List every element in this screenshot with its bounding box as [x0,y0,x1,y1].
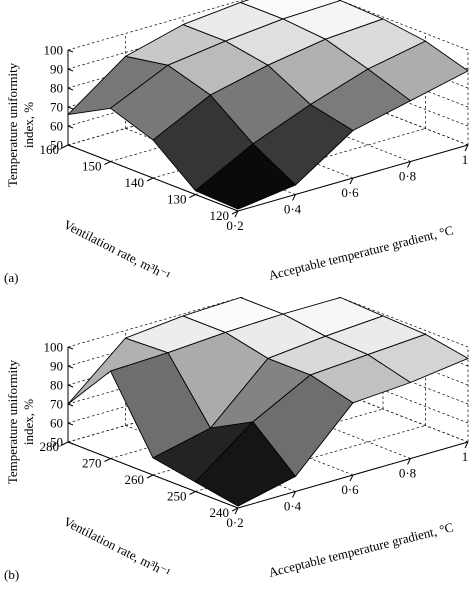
z-tick [67,68,74,72]
y-tick-label: 270 [82,456,102,471]
y-tick-label: 280 [40,439,60,454]
y-tick-label: 260 [125,472,145,487]
surface-patch [367,40,469,102]
z-tick [67,106,74,110]
x-tick-label: 0·8 [399,169,416,184]
y-tick [104,458,111,462]
x-tick-label: 1 [462,449,469,464]
y-tick-label: 150 [82,159,102,174]
z-tick [67,49,74,53]
z-axis-label-line2: index, % [21,102,36,148]
y-axis-label: Ventilation rate, m³h⁻¹ [61,514,173,581]
y-tick-label: 240 [210,505,230,520]
y-tick-label: 140 [125,175,145,190]
z-tick-label: 60 [50,119,63,134]
tick-labels: 50 60 70 80 90 100 0·2 0·4 0·6 0·8 1 240 250 260 270 28… [40,340,469,531]
y-tick [189,194,196,198]
y-axis-label: Ventilation rate, m³h⁻¹ [61,217,173,284]
surface-chart-b: 50 60 70 80 90 100 0·2 0·4 0·6 0·8 1 240 250 260 270 28… [4,297,469,582]
grid-line [338,0,469,51]
z-tick [67,403,74,407]
x-axis-label: Acceptable temperature gradient, °C [267,222,455,283]
z-tick-label: 50 [50,138,63,153]
z-axis-label-line1: Temperature uniformity [5,62,20,187]
surface [67,0,469,210]
z-tick-label: 100 [44,340,64,355]
x-tick-label: 0·8 [399,466,416,481]
z-tick-label: 70 [50,100,63,115]
y-tick [61,144,69,149]
z-tick-label: 60 [50,416,63,431]
z-tick [67,87,74,91]
y-tick [146,177,154,182]
x-tick [407,161,411,168]
x-tick [349,474,354,482]
axes [61,346,469,515]
z-tick [67,346,74,350]
x-tick-label: 0·2 [226,218,243,233]
y-tick-label: 250 [167,489,187,504]
y-tick-label: 160 [40,142,60,157]
x-tick [464,144,469,152]
x-tick [407,458,411,465]
x-tick [292,194,296,201]
y-tick [61,441,69,446]
x-tick-label: 0·6 [341,482,359,497]
surface [67,297,469,507]
x-tick-label: 0·2 [226,515,243,530]
tick-labels: 50 60 70 80 90 100 0·2 0·4 0·6 0·8 1 120 130 140 150 16… [40,43,469,234]
y-tick [146,474,154,479]
x-tick [234,507,239,515]
x-tick-label: 0·4 [284,499,302,514]
y-tick-label: 120 [210,208,230,223]
x-tick [292,491,296,498]
z-tick [67,144,74,148]
z-tick [67,125,74,129]
surface-patch [367,333,469,383]
x-tick-label: 1 [462,152,469,167]
y-tick [104,161,111,165]
x-axis-label: Acceptable temperature gradient, °C [267,519,455,580]
z-axis-label-line1: Temperature uniformity [5,359,20,484]
z-tick-label: 100 [44,43,64,58]
panel-label-b: (b) [4,567,19,582]
y-tick [231,210,239,215]
z-tick-label: 80 [50,81,63,96]
z-tick-label: 90 [50,359,63,374]
x-tick-label: 0·4 [284,202,302,217]
y-tick [189,491,196,495]
surface-chart-a: 50 60 70 80 90 100 0·2 0·4 0·6 0·8 1 120 130 140 150 16… [4,0,469,285]
x-tick [464,441,469,449]
z-tick-label: 80 [50,378,63,393]
x-tick-label: 0·6 [341,185,359,200]
y-tick [231,507,239,512]
z-axis-label-line2: index, % [21,399,36,445]
z-tick-label: 50 [50,435,63,450]
y-tick-label: 130 [167,192,187,207]
x-tick [349,177,354,185]
z-tick [67,441,74,445]
z-tick [67,384,74,388]
grid-line [338,297,469,348]
z-tick [67,365,74,369]
z-tick [67,422,74,426]
z-tick-label: 90 [50,62,63,77]
panel-label-a: (a) [4,270,18,285]
axes [61,49,469,218]
x-tick [234,210,239,218]
z-tick-label: 70 [50,397,63,412]
